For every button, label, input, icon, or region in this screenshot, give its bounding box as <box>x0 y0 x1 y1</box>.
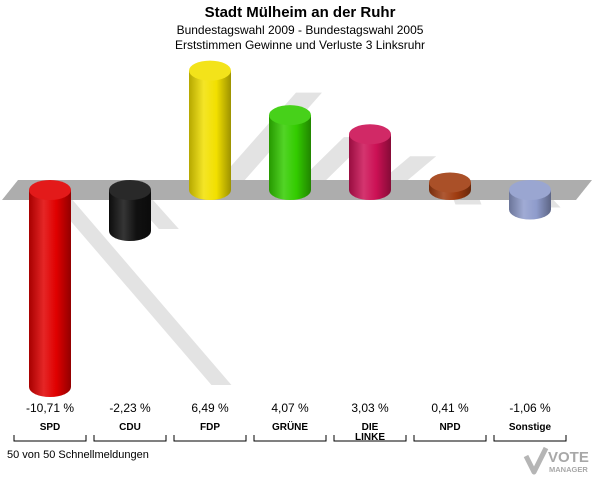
category-bracket <box>173 435 247 442</box>
tick-label: Sonstige <box>509 422 552 433</box>
tick-label: DIE LINKE <box>355 422 385 443</box>
chart-subtitle-2: Erststimmen Gewinne und Verluste 3 Links… <box>174 38 426 52</box>
category-bracket <box>493 435 567 442</box>
value-label: 4,07 % <box>271 401 309 415</box>
logo-text-vote: VOTE <box>548 449 589 466</box>
value-label: 3,03 % <box>351 401 389 415</box>
category-bracket <box>333 435 407 442</box>
category-bracket <box>253 435 327 442</box>
value-label: -2,23 % <box>109 401 151 415</box>
value-label: -1,06 % <box>509 401 551 415</box>
bar-shadow <box>44 190 232 385</box>
category-bracket <box>93 435 167 442</box>
bar <box>29 180 71 397</box>
value-label: 6,49 % <box>191 401 229 415</box>
bar <box>349 124 391 200</box>
chart-subtitle: Bundestagswahl 2009 - Bundestagswahl 200… <box>176 23 424 37</box>
tick-label: NPD <box>439 422 460 433</box>
category-bracket <box>13 435 87 442</box>
bar <box>269 105 311 200</box>
tick-label: GRÜNE <box>272 420 308 433</box>
votemanager-logo: VOTE MANAGER <box>523 446 589 475</box>
check-icon <box>523 446 549 475</box>
bars <box>29 60 551 397</box>
bar <box>189 60 231 201</box>
chart-title: Stadt Mülheim an der Ruhr <box>204 4 396 21</box>
bar <box>109 180 151 242</box>
tick-label: SPD <box>40 422 61 433</box>
category-bracket <box>413 435 487 442</box>
tick-label: FDP <box>200 422 220 433</box>
value-label: 0,41 % <box>431 401 469 415</box>
value-label: -10,71 % <box>26 401 74 415</box>
bar <box>509 180 551 220</box>
status-text: 50 von 50 Schnellmeldungen <box>7 449 149 461</box>
tick-label: CDU <box>119 422 141 433</box>
value-labels: -10,71 % -2,23 % 6,49 % 4,07 % 3,03 % 0,41 % -… <box>26 401 551 415</box>
logo-text-manager: MANAGER <box>549 465 588 474</box>
x-axis: SPD CDU FDP GRÜNE DIE LINKE NPD Sonstige <box>13 420 567 443</box>
bar <box>429 172 471 200</box>
